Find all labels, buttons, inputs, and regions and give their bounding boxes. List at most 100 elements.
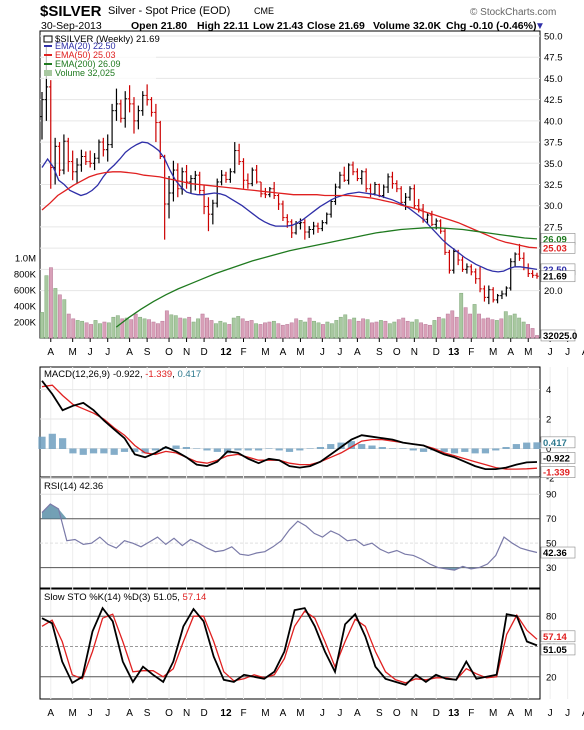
volume-bar: [271, 320, 276, 339]
close-tag-box: [540, 270, 576, 283]
month-label: N: [183, 347, 190, 358]
sto-k-value: 51.05: [153, 592, 177, 603]
volume-bar: [392, 321, 397, 339]
sto-d-tag: 57.14: [543, 632, 567, 643]
month-label-bottom: D: [433, 708, 440, 719]
macd-panel: [39, 366, 541, 478]
macd-sep-1: ,: [140, 369, 145, 380]
macd-hist-tag: 0.417: [543, 438, 567, 449]
month-label-bottom: J: [565, 708, 570, 719]
volume-bar: [401, 317, 406, 339]
quote-high: High 22.11: [197, 20, 249, 32]
volume-tag-box: [540, 329, 576, 342]
macd-hist-bar: [234, 448, 242, 451]
volume-bar: [365, 319, 370, 339]
macd-plot: [38, 380, 541, 471]
volume-bar: [160, 320, 165, 339]
macd-hist-bar: [327, 444, 335, 449]
sto-k-line: [41, 606, 538, 686]
month-label-bottom: J: [337, 708, 342, 719]
volume-bar: [289, 322, 294, 339]
volume-bar: [209, 320, 214, 339]
volume-bar: [387, 323, 392, 339]
macd-hist-bar: [389, 448, 397, 449]
macd-tick-label: 0: [546, 444, 551, 455]
sto-sep: ,: [177, 592, 182, 603]
macd-hist-bar: [368, 445, 376, 449]
macd-hist-bar: [440, 448, 448, 452]
month-label-bottom: J: [105, 708, 110, 719]
macd-hist-bar: [316, 447, 325, 449]
sto-d-tag-box: [540, 630, 576, 643]
month-label-bottom: A: [507, 708, 514, 719]
volume-bar: [66, 313, 71, 339]
price-tick-label: 20.0: [544, 286, 563, 297]
month-label-bottom: A: [582, 708, 584, 719]
ema50-tag-box: [540, 242, 576, 254]
volume-bar: [526, 324, 531, 339]
volume-bar: [428, 324, 432, 339]
macd-hist-bar: [358, 444, 366, 449]
volume-bar: [463, 307, 468, 339]
volume-bar: [280, 324, 285, 339]
volume-bar: [459, 292, 464, 339]
month-label-bottom: J: [320, 708, 325, 719]
macd-signal-tag: -1.339: [543, 468, 570, 479]
month-label-bottom: A: [280, 708, 287, 719]
volume-bar: [450, 310, 455, 339]
volume-bar: [276, 323, 281, 339]
volume-bar: [245, 320, 250, 339]
month-label-bottom: M: [489, 708, 497, 719]
macd-hist-bar: [285, 448, 294, 452]
volume-bar: [182, 318, 187, 339]
volume-bar: [396, 319, 401, 339]
rsi-tick-label: 50: [546, 539, 557, 550]
macd-hist-bar: [100, 448, 108, 454]
price-tick-label: 50.0: [544, 32, 563, 43]
macd-hist-bar: [265, 448, 273, 449]
volume-bar: [80, 320, 85, 339]
month-label-bottom: F: [240, 708, 246, 719]
month-label: N: [411, 347, 418, 358]
month-label: M: [68, 347, 76, 358]
volume-bar: [57, 294, 62, 339]
volume-bar: [499, 318, 504, 339]
macd-tick-label: 2: [546, 415, 551, 426]
exchange-label: CME: [254, 6, 274, 16]
volume-bar: [106, 322, 111, 339]
macd-hist-bar: [213, 448, 221, 452]
instrument-name: Silver - Spot Price (EOD): [108, 5, 230, 17]
macd-tick-label: 4: [546, 385, 551, 396]
price-tick-label: 40.0: [544, 116, 563, 127]
month-label-bottom: D: [200, 708, 207, 719]
macd-sep-2: ,: [172, 369, 177, 380]
ema20-line: [41, 141, 538, 273]
macd-hist-bar: [172, 445, 180, 449]
volume-bar: [89, 324, 93, 339]
close-tag: 21.69: [543, 272, 567, 283]
volume-bar: [191, 321, 196, 339]
macd-hist-bar: [89, 448, 98, 454]
svg-text:MACD(12,26,9)-0.922, -1.339, 0: MACD(12,26,9) -0.922, -1.339, 0.417: [44, 369, 201, 380]
macd-hist-bar: [306, 448, 314, 449]
macd-hist-bar: [481, 448, 490, 454]
volume-bar: [325, 321, 330, 339]
month-label: D: [433, 347, 440, 358]
macd-hist-bar: [409, 448, 417, 451]
quote-date: 30-Sep-2013: [41, 20, 102, 32]
month-label: A: [507, 347, 514, 358]
volume-bar: [312, 320, 316, 339]
sto-plot: [41, 606, 538, 686]
month-label: 12: [220, 347, 232, 358]
volume-bar: [410, 321, 415, 339]
legend-ema200: EMA(200) 26.09: [55, 59, 121, 69]
month-label: M: [524, 347, 532, 358]
sto-tick-label: 80: [546, 612, 557, 623]
macd-hist-value: 0.417: [177, 369, 201, 380]
macd-hist-bar: [244, 448, 252, 451]
svg-text:Slow STO %K(14) %D(3)51.05, 57: Slow STO %K(14) %D(3) 51.05, 57.14: [44, 592, 206, 603]
macd-hist-bar: [141, 448, 149, 454]
month-label-bottom: J: [548, 708, 553, 719]
sto-name: Slow STO %K(14) %D(3): [44, 592, 150, 603]
